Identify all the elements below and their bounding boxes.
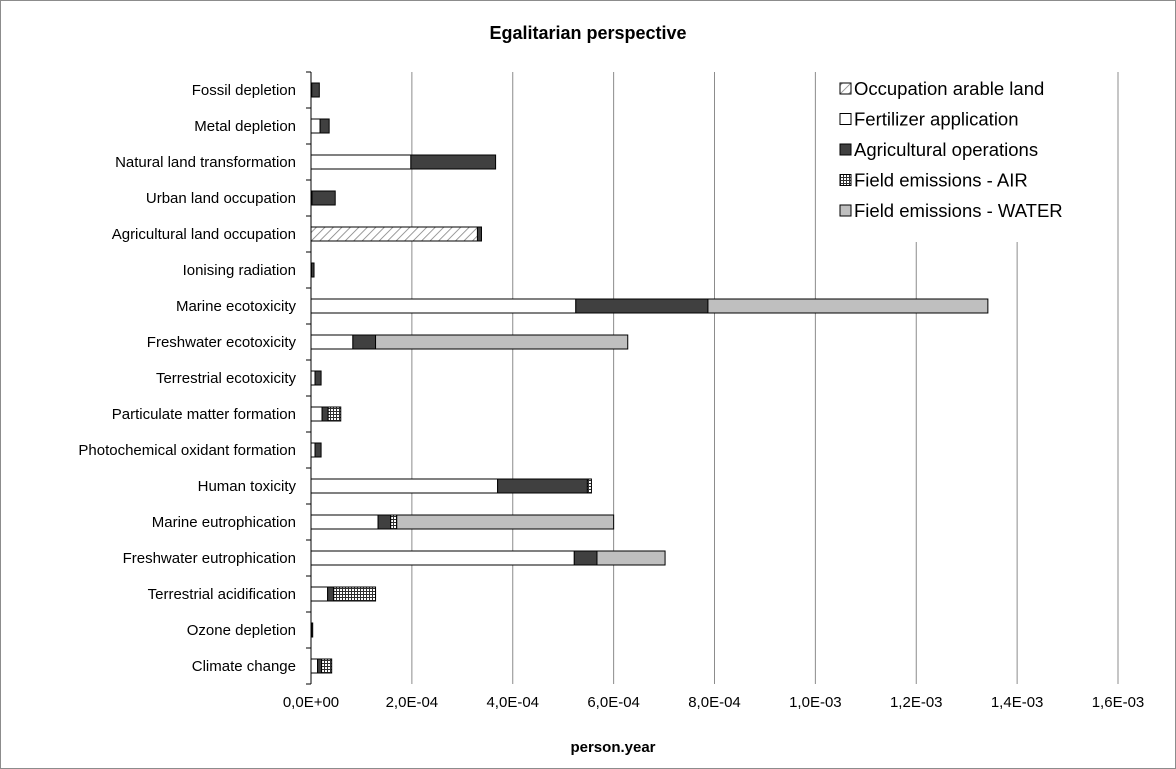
bar-segment-agricultural-operations (497, 478, 588, 494)
bar-segment-fertilizer-application (310, 442, 316, 458)
category-label: Natural land transformation (115, 154, 296, 171)
bar-segment-agricultural-operations (410, 154, 497, 170)
bar-segment-agricultural-operations (575, 298, 709, 314)
legend-label: Agricultural operations (854, 139, 1038, 160)
bar-segment-occupation-arable-land (310, 226, 478, 242)
category-label: Climate change (192, 658, 296, 675)
x-tick-label: 8,0E-04 (688, 694, 741, 711)
x-axis-title: person.year (570, 739, 655, 756)
bar-segment-agricultural-operations (327, 586, 335, 602)
category-label: Freshwater eutrophication (123, 550, 296, 567)
category-label: Particulate matter formation (112, 406, 296, 423)
legend-label: Field emissions - WATER (854, 200, 1063, 221)
bar-segment-agricultural-operations (311, 262, 315, 278)
bar-segment-agricultural-operations (476, 226, 482, 242)
bar-segment-field-emissions-air (321, 658, 333, 674)
bar-segment-agricultural-operations (314, 370, 322, 386)
legend-swatch (839, 174, 852, 186)
x-tick-label: 1,6E-03 (1092, 694, 1145, 711)
bar-segment-agricultural-operations (311, 190, 336, 206)
legend-background (826, 72, 1116, 242)
bar-segment-agricultural-operations (317, 658, 323, 674)
bars (310, 82, 989, 674)
bar-segment-field-emissions-air (586, 478, 592, 494)
bar-segment-fertilizer-application (310, 334, 354, 350)
legend-label: Occupation arable land (854, 78, 1044, 99)
bar-segment-agricultural-operations (311, 82, 320, 98)
x-tick-label: 1,0E-03 (789, 694, 842, 711)
bar-segment-field-emissions-water (375, 334, 629, 350)
legend: Occupation arable land Fertilizer applica… (826, 72, 1116, 242)
x-tick-label: 0,0E+00 (283, 694, 339, 711)
bar-segment-field-emissions-air (390, 514, 398, 530)
chart-title: Egalitarian perspective (489, 23, 686, 43)
bar-segment-field-emissions-air (333, 586, 377, 602)
bar-segment-agricultural-operations (573, 550, 598, 566)
legend-label: Fertilizer application (854, 109, 1019, 130)
x-tick-label: 4,0E-04 (486, 694, 539, 711)
x-tick-label: 2,0E-04 (386, 694, 439, 711)
bar-segment-fertilizer-application (310, 586, 329, 602)
bar-segment-agricultural-operations (352, 334, 377, 350)
legend-label: Field emissions - AIR (854, 170, 1028, 191)
legend-swatch (839, 82, 852, 95)
category-label: Ionising radiation (183, 262, 296, 279)
category-label: Photochemical oxidant formation (78, 442, 296, 459)
category-label: Agricultural land occupation (112, 226, 296, 243)
x-axis-tick-labels: 0,0E+00 2,0E-04 4,0E-04 6,0E-04 8,0E-04 1,0E-… (283, 694, 1144, 711)
bar-segment-fertilizer-application (310, 658, 319, 674)
bar-segment-fertilizer-application (310, 118, 321, 134)
category-label: Human toxicity (198, 478, 297, 495)
legend-swatch (839, 143, 852, 156)
legend-swatch (839, 113, 852, 125)
bar-segment-fertilizer-application (310, 550, 575, 566)
legend-swatch (839, 204, 852, 217)
bar-segment-field-emissions-air (327, 406, 342, 422)
x-tick-label: 1,4E-03 (991, 694, 1044, 711)
bar-segment-field-emissions-water (596, 550, 666, 566)
y-axis-category-labels: Fossil depletion Metal depletion Natural l… (78, 71, 311, 685)
bar-segment-agricultural-operations (311, 622, 314, 638)
category-label: Urban land occupation (146, 190, 296, 207)
category-label: Terrestrial acidification (148, 586, 296, 603)
bar-segment-agricultural-operations (314, 442, 322, 458)
category-label: Marine ecotoxicity (176, 298, 297, 315)
category-label: Marine eutrophication (152, 514, 296, 531)
bar-segment-agricultural-operations (377, 514, 392, 530)
bar-segment-fertilizer-application (310, 298, 577, 314)
category-label: Ozone depletion (187, 622, 296, 639)
category-label: Metal depletion (194, 118, 296, 135)
gridlines (411, 72, 1119, 684)
category-label: Freshwater ecotoxicity (147, 334, 297, 351)
category-label: Terrestrial ecotoxicity (156, 370, 297, 387)
bar-segment-fertilizer-application (310, 370, 316, 386)
bar-segment-fertilizer-application (310, 154, 412, 170)
bar-segment-field-emissions-water (396, 514, 615, 530)
x-tick-label: 6,0E-04 (587, 694, 640, 711)
bar-segment-agricultural-operations (321, 406, 329, 422)
x-tick-label: 1,2E-03 (890, 694, 943, 711)
bar-segment-agricultural-operations (319, 118, 330, 134)
bar-segment-fertilizer-application (310, 478, 499, 494)
bar-segment-fertilizer-application (310, 406, 323, 422)
bar-segment-field-emissions-water (707, 298, 989, 314)
category-label: Fossil depletion (192, 82, 296, 99)
bar-segment-fertilizer-application (310, 514, 379, 530)
